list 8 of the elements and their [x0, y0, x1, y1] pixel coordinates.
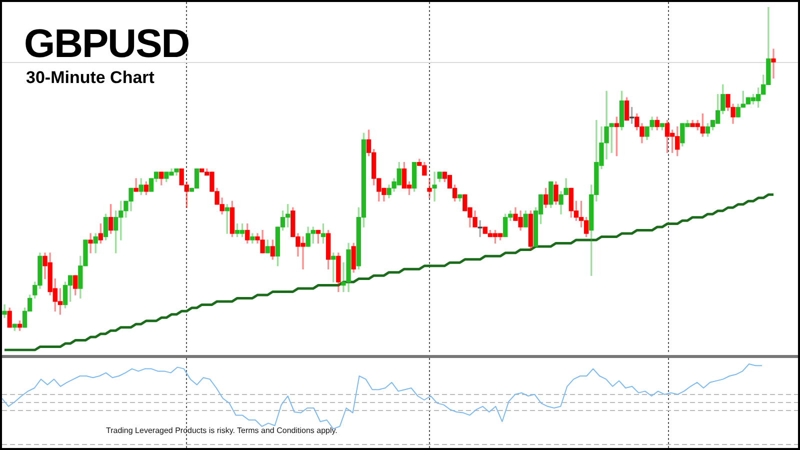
candlestick: [88, 233, 93, 254]
candlestick: [427, 178, 432, 198]
candlestick: [478, 220, 482, 238]
candlestick: [771, 48, 776, 79]
chart-title: GBPUSD: [24, 22, 190, 66]
text: 30-Minute Chart: [26, 68, 154, 88]
annotation: Trading Leveraged Products is risky. Terms and Conditions apply.: [106, 426, 338, 435]
candlestick: [432, 172, 437, 202]
